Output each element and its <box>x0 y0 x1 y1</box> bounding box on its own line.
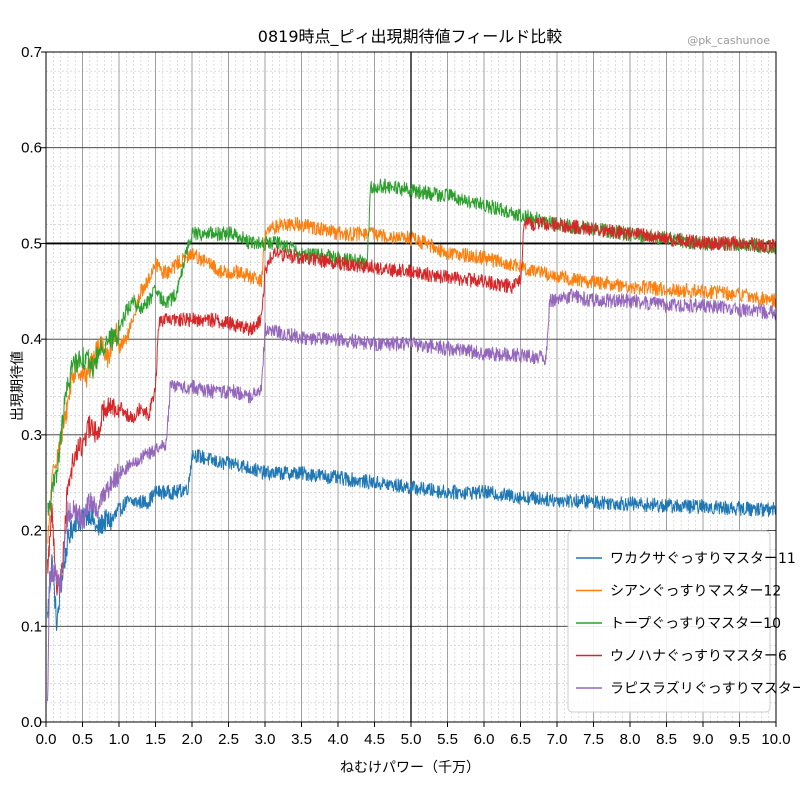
x-tick-label: 4.5 <box>364 731 385 748</box>
y-tick-label: 0.4 <box>21 331 42 348</box>
y-tick-label: 0.6 <box>21 140 42 157</box>
x-tick-label: 7.0 <box>547 731 568 748</box>
chart-title: 0819時点_ピィ出現期待値フィールド比較 <box>258 27 562 47</box>
x-tick-label: 2.0 <box>182 731 203 748</box>
series-line-4 <box>47 216 777 596</box>
y-tick-label: 0.3 <box>21 427 42 444</box>
x-tick-label: 9.0 <box>693 731 714 748</box>
x-tick-label: 9.5 <box>729 731 750 748</box>
x-tick-label: 8.0 <box>620 731 641 748</box>
series-line-5 <box>47 288 777 702</box>
legend-label: シアンぐっすりマスター12 <box>610 584 781 600</box>
x-tick-label: 1.5 <box>145 731 166 748</box>
x-tick-label: 3.5 <box>291 731 312 748</box>
x-tick-label: 2.5 <box>218 731 239 748</box>
watermark: @pk_cashunoe <box>687 34 770 47</box>
x-axis-title: ねむけパワー（千万） <box>340 760 480 776</box>
y-tick-label: 0.0 <box>21 714 42 731</box>
x-tick-label: 7.5 <box>583 731 604 748</box>
y-tick-label: 0.2 <box>21 523 42 540</box>
series-line-1 <box>47 449 777 631</box>
legend: ワカクサぐっすりマスター11 シアンぐっすりマスター12 トープぐっすりマスター10… <box>567 530 800 713</box>
x-tick-label: 4.0 <box>328 731 349 748</box>
y-tick-label: 0.5 <box>21 235 42 252</box>
y-axis-title: 出現期待値 <box>10 351 26 421</box>
x-tick-label: 8.5 <box>656 731 677 748</box>
series-line-2 <box>47 216 777 544</box>
x-tick-label: 3.0 <box>255 731 276 748</box>
x-tick-label: 1.0 <box>109 731 130 748</box>
series-layer <box>47 178 777 702</box>
y-tick-label: 0.1 <box>21 618 42 635</box>
x-tick-label: 5.0 <box>401 731 422 748</box>
x-tick-label: 5.5 <box>437 731 458 748</box>
x-axis-ticks: 0.0 0.5 1.0 1.5 2.0 2.5 3.0 3.5 4.0 4.5 5.0 5.5 6.0 6… <box>36 722 791 748</box>
legend-label: ウノハナぐっすりマスター6 <box>610 649 787 665</box>
legend-box <box>567 530 771 713</box>
x-tick-label: 0.0 <box>36 731 57 748</box>
legend-label: トープぐっすりマスター10 <box>610 616 781 632</box>
legend-label: ラピスラズリぐっすりマスター5 <box>610 681 800 697</box>
y-tick-label: 0.7 <box>21 44 42 61</box>
x-tick-label: 10.0 <box>761 731 790 748</box>
x-tick-label: 6.5 <box>510 731 531 748</box>
y-axis-ticks: 0.0 0.1 0.2 0.3 0.4 0.5 0.6 0.7 <box>21 44 46 731</box>
x-tick-label: 0.5 <box>72 731 93 748</box>
legend-label: ワカクサぐっすりマスター11 <box>610 551 796 567</box>
x-tick-label: 6.0 <box>474 731 495 748</box>
